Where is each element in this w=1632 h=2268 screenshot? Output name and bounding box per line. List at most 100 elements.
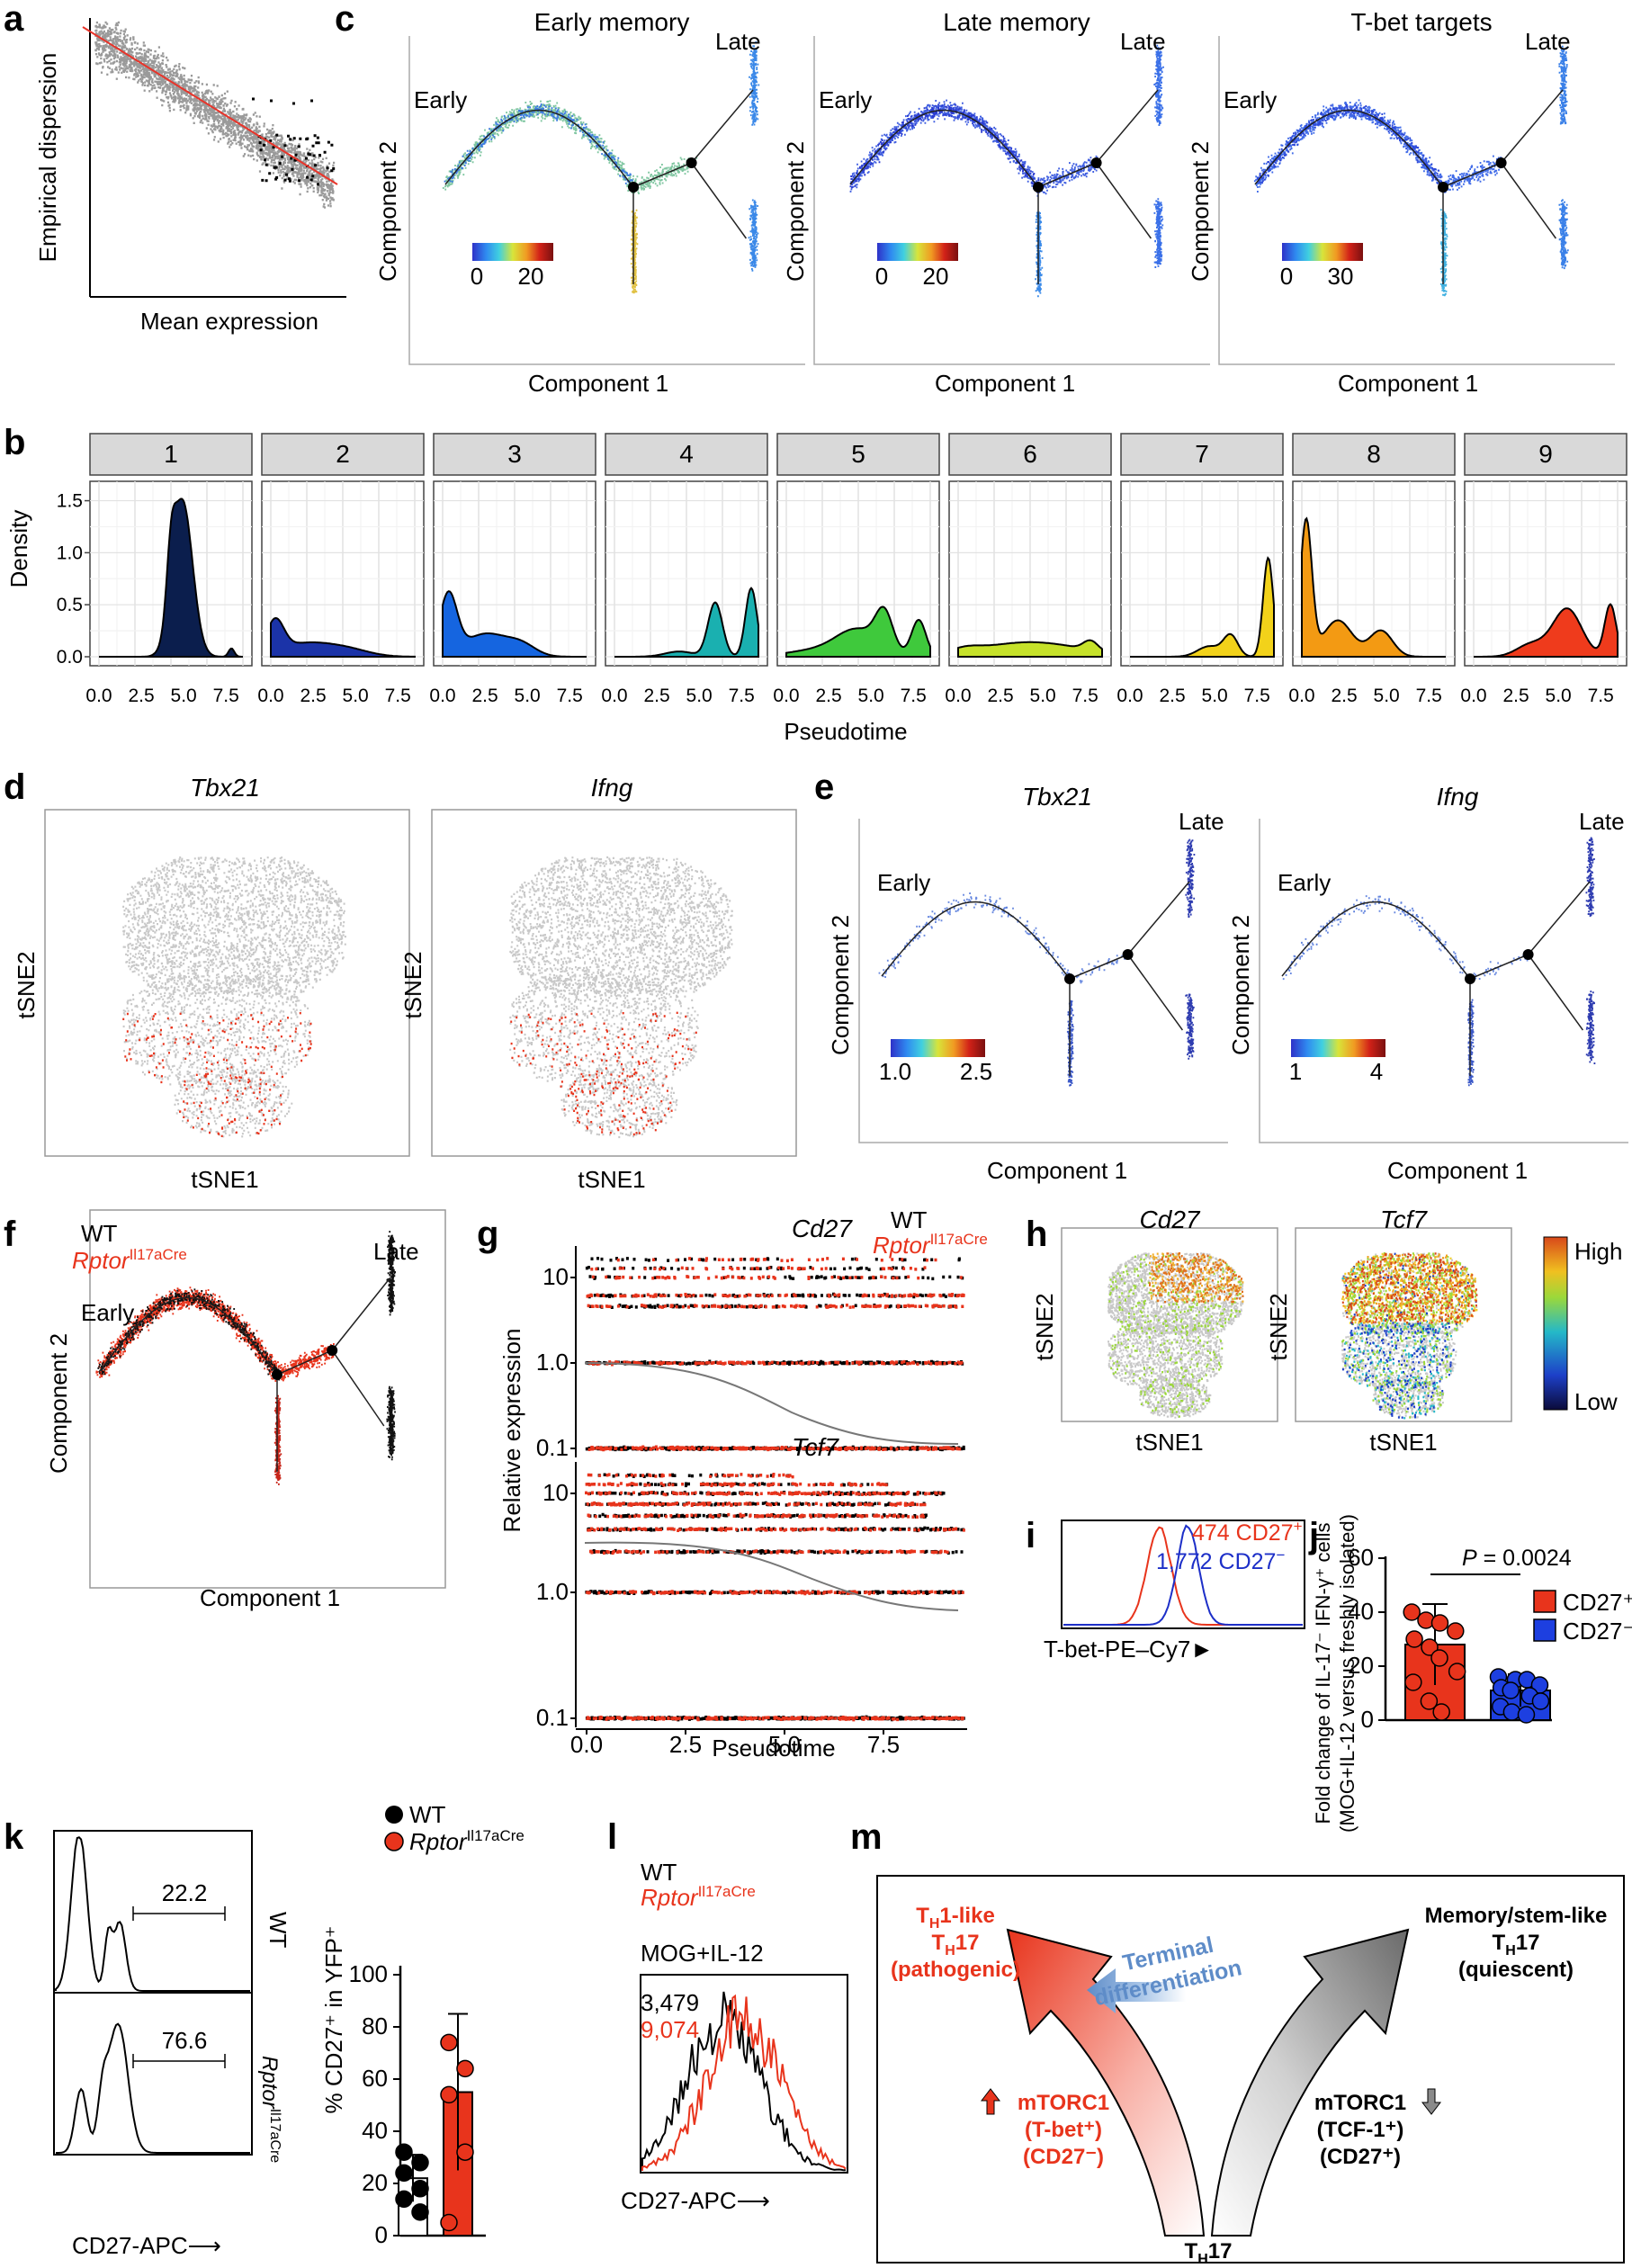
panel-b-facet-5: 5 0.0 2.5 5.0 7.5 [773,433,940,706]
panel-c-ylabel-1: Component 2 [374,141,401,282]
panel-e-plot-1-trajectory-points [1072,955,1128,984]
panel-b-xtick: 7.5 [557,686,583,706]
panel-k-bar-point [395,2143,413,2161]
panel-h-plot-1-ylabel: tSNE2 [1031,1293,1058,1360]
panel-m-left-title2: TH17 [932,1931,980,1959]
panel-k-hist-rptor-curve [56,2022,250,2154]
panel-b-facet-label-2: 2 [336,440,350,468]
panel-m-right-title3: (quiescent) [1458,1958,1574,1982]
panel-k-rptor-label: RptorIl17aCre [257,2056,282,2163]
panel-k-bar-point [395,2190,413,2209]
panel-c-trajectory-2-branch-node [1090,157,1102,168]
panel-f-frame [89,1209,446,1589]
panel-j-ytick: 0 [1361,1706,1374,1733]
panel-j-ytick: 40 [1348,1598,1374,1625]
panel-b-xtick: 2.5 [1502,686,1529,706]
panel-m-right-arrow [1210,1928,1410,2237]
panel-j-ytick: 60 [1348,1544,1374,1571]
panel-g-tcf7-fit-curve [584,1541,959,1611]
panel-letter-e: e [814,767,834,807]
panel-j-point [1531,1692,1550,1710]
panel-b-xtick: 5.0 [343,686,369,706]
panel-b-facet-strip-7 [1120,433,1284,476]
panel-g-tcf7-ytick: 0.1 [536,1704,569,1731]
panel-h-plot-1-cloud [1107,1252,1244,1419]
panel-h-plot-1-highlight-points [1149,1252,1244,1304]
panel-c-trajectory-3-points [1558,45,1568,125]
panel-m-left-arrow [1006,1928,1206,2237]
panel-f-xlabel: Component 1 [200,1584,340,1611]
panel-e-plot-2-trajectory-points [1466,999,1475,1087]
panel-b-facet-label-9: 9 [1538,440,1553,468]
panel-e-plot-1-trajectory-branch-node [1064,973,1075,984]
panel-b-facet-strip-4 [605,433,768,476]
panel-e-plot-1-trajectory-branch [1126,954,1184,1031]
panel-b-facets: 10.0 2.5 5.0 7.520.0 2.5 5.0 7.530.0 2.5 5.0 7.54… [57,433,1628,706]
panel-m-down-arrow-icon [1421,2088,1442,2115]
panel-c-scale-min-2: 0 [875,263,888,290]
panel-j-point [1447,1622,1465,1640]
panel-f-points [386,1385,396,1461]
panel-k-wt-label: WT [265,1912,291,1949]
panel-k-hist-wt-frame [53,1830,253,1994]
panel-c-scale-max-3: 30 [1328,263,1354,290]
panel-e-plot-1-trajectory-backbone [881,901,1071,980]
panel-f-branch [276,1349,333,1376]
panel-b-xtick: 5.0 [1374,686,1400,706]
panel-c-late-1: Late [715,28,761,55]
panel-e-plot-2-ylabel: Component 2 [1227,915,1254,1055]
panel-f-cloud [95,1231,397,1485]
panel-f-wt-label: WT [81,1220,118,1247]
panel-g-tcf7-ytick: 1.0 [536,1578,569,1605]
panel-c-trajectory-3-branch-node [1495,157,1507,168]
panel-d-plot-2-highlight-points [510,1011,697,1136]
panel-letter-l: l [607,1817,617,1857]
panel-e-plot-1-colorbar [891,1039,985,1057]
panel-e-plots: Tbx21 Early Late 1.0 2.5 Component 1 Component… [827,783,1628,1184]
panel-g-gene1: Cd27 [792,1215,853,1242]
panel-b-xtick: 7.5 [385,686,411,706]
panel-j-point [1432,1703,1450,1721]
panel-b-facet-strip-1 [89,433,253,476]
panel-b-density-8 [1301,516,1446,658]
panel-k-hist-wt: 22.2 [53,1830,253,1994]
panel-b-density-2 [270,616,416,658]
panel-c-trajectory-1-branch [632,162,692,188]
panel-d-plot-1-title: Tbx21 [190,774,260,802]
panel-g-tcf7: 10 1.0 0.1 [536,1462,965,1731]
panel-l-histogram [640,1974,848,2174]
panel-m-left-title: TH1-like [916,1904,995,1932]
panel-b-density-9 [1474,603,1619,658]
panel-k-bar-ytick: 100 [349,1960,388,1987]
panel-e-plot-1-title: Tbx21 [1022,783,1092,811]
panel-e-plot-1-trajectory-branch [1127,881,1190,955]
panel-b-facet-label-3: 3 [507,440,522,468]
panel-b-xtick: 0.0 [1116,686,1143,706]
panel-c-axes-2 [813,36,1210,365]
panel-c-early-2: Early [819,86,872,113]
panel-a-scatter [94,21,336,209]
panel-h-plot-2-ylabel: tSNE2 [1265,1293,1292,1360]
panel-l-rptor-curve [641,1994,847,2171]
panel-c-trajectory-1-points [748,199,759,272]
panel-e-plot-1-trajectory-points [1066,1000,1074,1087]
panel-c-ylabel-3: Component 2 [1187,141,1214,282]
panel-e-plot-1-trajectory-branch [1069,954,1128,980]
panel-c-trajectory-3-points [1441,155,1503,193]
panel-k-bar-point [456,2143,474,2161]
panel-b-xtick: 2.5 [471,686,498,706]
panel-a-ylabel: Empirical dispersion [34,53,61,263]
panel-i-neg-label: 1,772 CD27− [1156,1546,1285,1574]
panel-g-gene2: Tcf7 [792,1433,839,1461]
panel-e-plot-1-scale-min: 1.0 [879,1058,911,1085]
panel-f-branch [331,1349,385,1427]
panel-e-plot-1-trajectory-branch-node [1122,949,1134,960]
panel-m-left-sub3: (CD27⁻) [1023,2145,1104,2169]
panel-b-xtick: 7.5 [901,686,927,706]
panel-d-plot-2-xlabel: tSNE1 [578,1166,645,1193]
panel-b-xtick: 7.5 [729,686,755,706]
panel-g-rptor-label: RptorIl17aCre [873,1231,988,1259]
panel-c-trajectory-3-backbone [1254,109,1444,188]
panel-l-wt-curve [641,1991,846,2172]
panel-b-xtick: 0.0 [429,686,455,706]
